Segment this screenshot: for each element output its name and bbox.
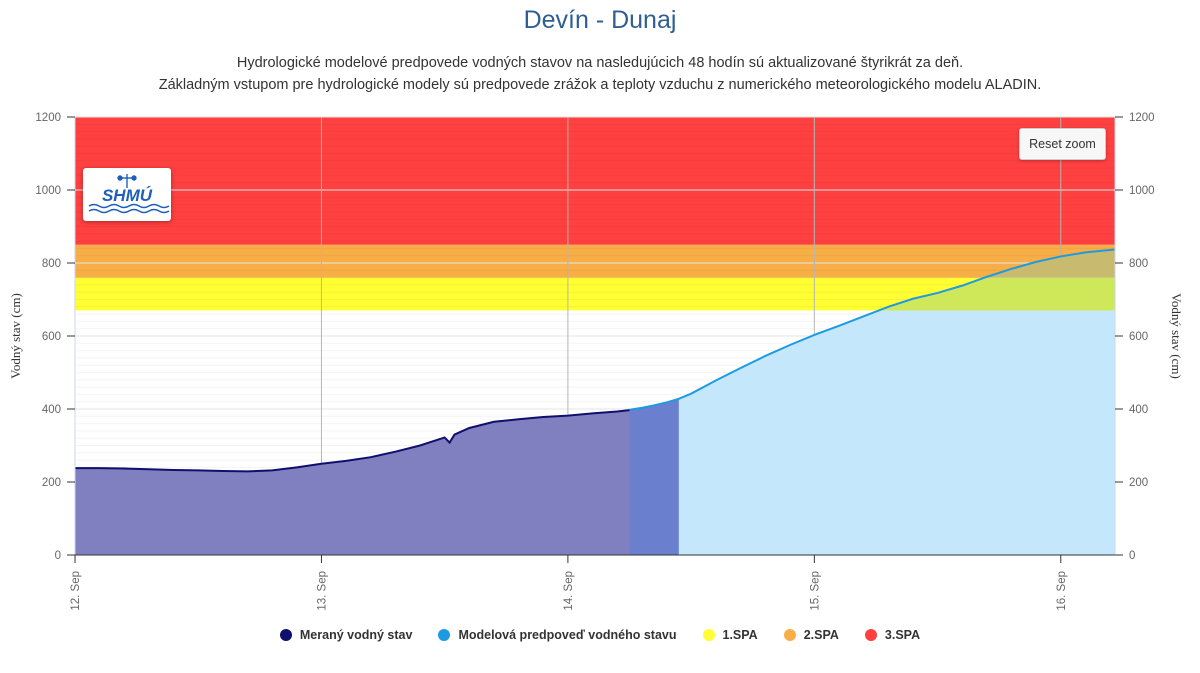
spa-band-2	[75, 244, 1115, 278]
x-tick-label: 12. Sep	[70, 571, 82, 611]
axes: 0 0 200 200 400 400 600 600 800 800 1000 1000 1200 12…	[35, 112, 1154, 611]
forecast-area	[629, 249, 1115, 555]
x-tick-label: 13. Sep	[316, 571, 328, 611]
measured-area	[75, 410, 630, 555]
legend-marker-spa2	[783, 629, 796, 641]
y-tick-label-right: 1200	[1129, 112, 1155, 124]
shmu-logo-icon: SHMÚ	[88, 174, 170, 214]
chart-title: Devín - Dunaj	[523, 6, 677, 34]
forecast-line	[629, 248, 1116, 411]
y-tick-label-left: 0	[55, 550, 61, 562]
legend-label-forecast: Modelová predpoveď vodného stavu	[458, 628, 677, 642]
reset-zoom-button[interactable]: Reset zoom	[1019, 128, 1106, 160]
series-areas	[75, 249, 1115, 555]
x-tick-label: 14. Sep	[563, 571, 575, 611]
x-tick-label: 16. Sep	[1056, 571, 1068, 611]
legend-label-spa1: 1.SPA	[722, 628, 758, 642]
legend-marker-forecast	[438, 629, 451, 641]
y-tick-label-left: 400	[42, 404, 61, 416]
y-axis-title-right: Vodný stav (cm)	[1169, 293, 1184, 379]
spa-bands	[75, 117, 1115, 311]
shmu-logo: SHMÚ	[83, 168, 171, 221]
overlap-area	[629, 398, 679, 555]
y-tick-label-right: 400	[1129, 404, 1148, 416]
legend-marker-spa1	[702, 629, 715, 641]
y-tick-label-right: 1000	[1129, 185, 1155, 197]
legend: Meraný vodný stav Modelová predpoveď vod…	[0, 628, 1200, 642]
y-tick-label-right: 800	[1129, 258, 1148, 270]
legend-label-spa2: 2.SPA	[803, 628, 839, 642]
chart-subtitle-line-2: Základným vstupom pre hydrologické model…	[158, 77, 1042, 93]
legend-marker-spa3	[864, 629, 877, 641]
y-tick-label-right: 600	[1129, 331, 1148, 343]
y-tick-label-left: 1000	[35, 185, 61, 197]
series-lines	[75, 248, 1116, 473]
measured-line	[75, 409, 630, 473]
y-tick-label-left: 200	[42, 477, 61, 489]
spa-forecast-overlap	[880, 277, 1115, 311]
spa-band-3	[75, 117, 1115, 245]
logo-text: SHMÚ	[102, 186, 153, 205]
legend-label-measured: Meraný vodný stav	[299, 628, 413, 642]
legend-item-spa2[interactable]: 2.SPA	[783, 628, 839, 642]
x-tick-label: 15. Sep	[809, 571, 821, 611]
spa2-forecast-overlap	[967, 249, 1115, 278]
legend-item-forecast[interactable]: Modelová predpoveď vodného stavu	[438, 628, 677, 642]
chart-subtitle-line-1: Hydrologické modelové predpovede vodných…	[236, 55, 964, 71]
legend-marker-measured	[279, 629, 292, 641]
y-tick-label-right: 200	[1129, 477, 1148, 489]
y-tick-label-left: 600	[42, 331, 61, 343]
legend-item-spa1[interactable]: 1.SPA	[702, 628, 758, 642]
legend-item-spa3[interactable]: 3.SPA	[864, 628, 921, 642]
legend-item-measured[interactable]: Meraný vodný stav	[279, 628, 413, 642]
y-tick-label-right: 0	[1129, 550, 1135, 562]
y-axis-title-left: Vodný stav (cm)	[8, 293, 23, 379]
y-tick-label-left: 800	[42, 258, 61, 270]
y-tick-label-left: 1200	[35, 112, 61, 124]
legend-label-spa3: 3.SPA	[884, 628, 921, 642]
